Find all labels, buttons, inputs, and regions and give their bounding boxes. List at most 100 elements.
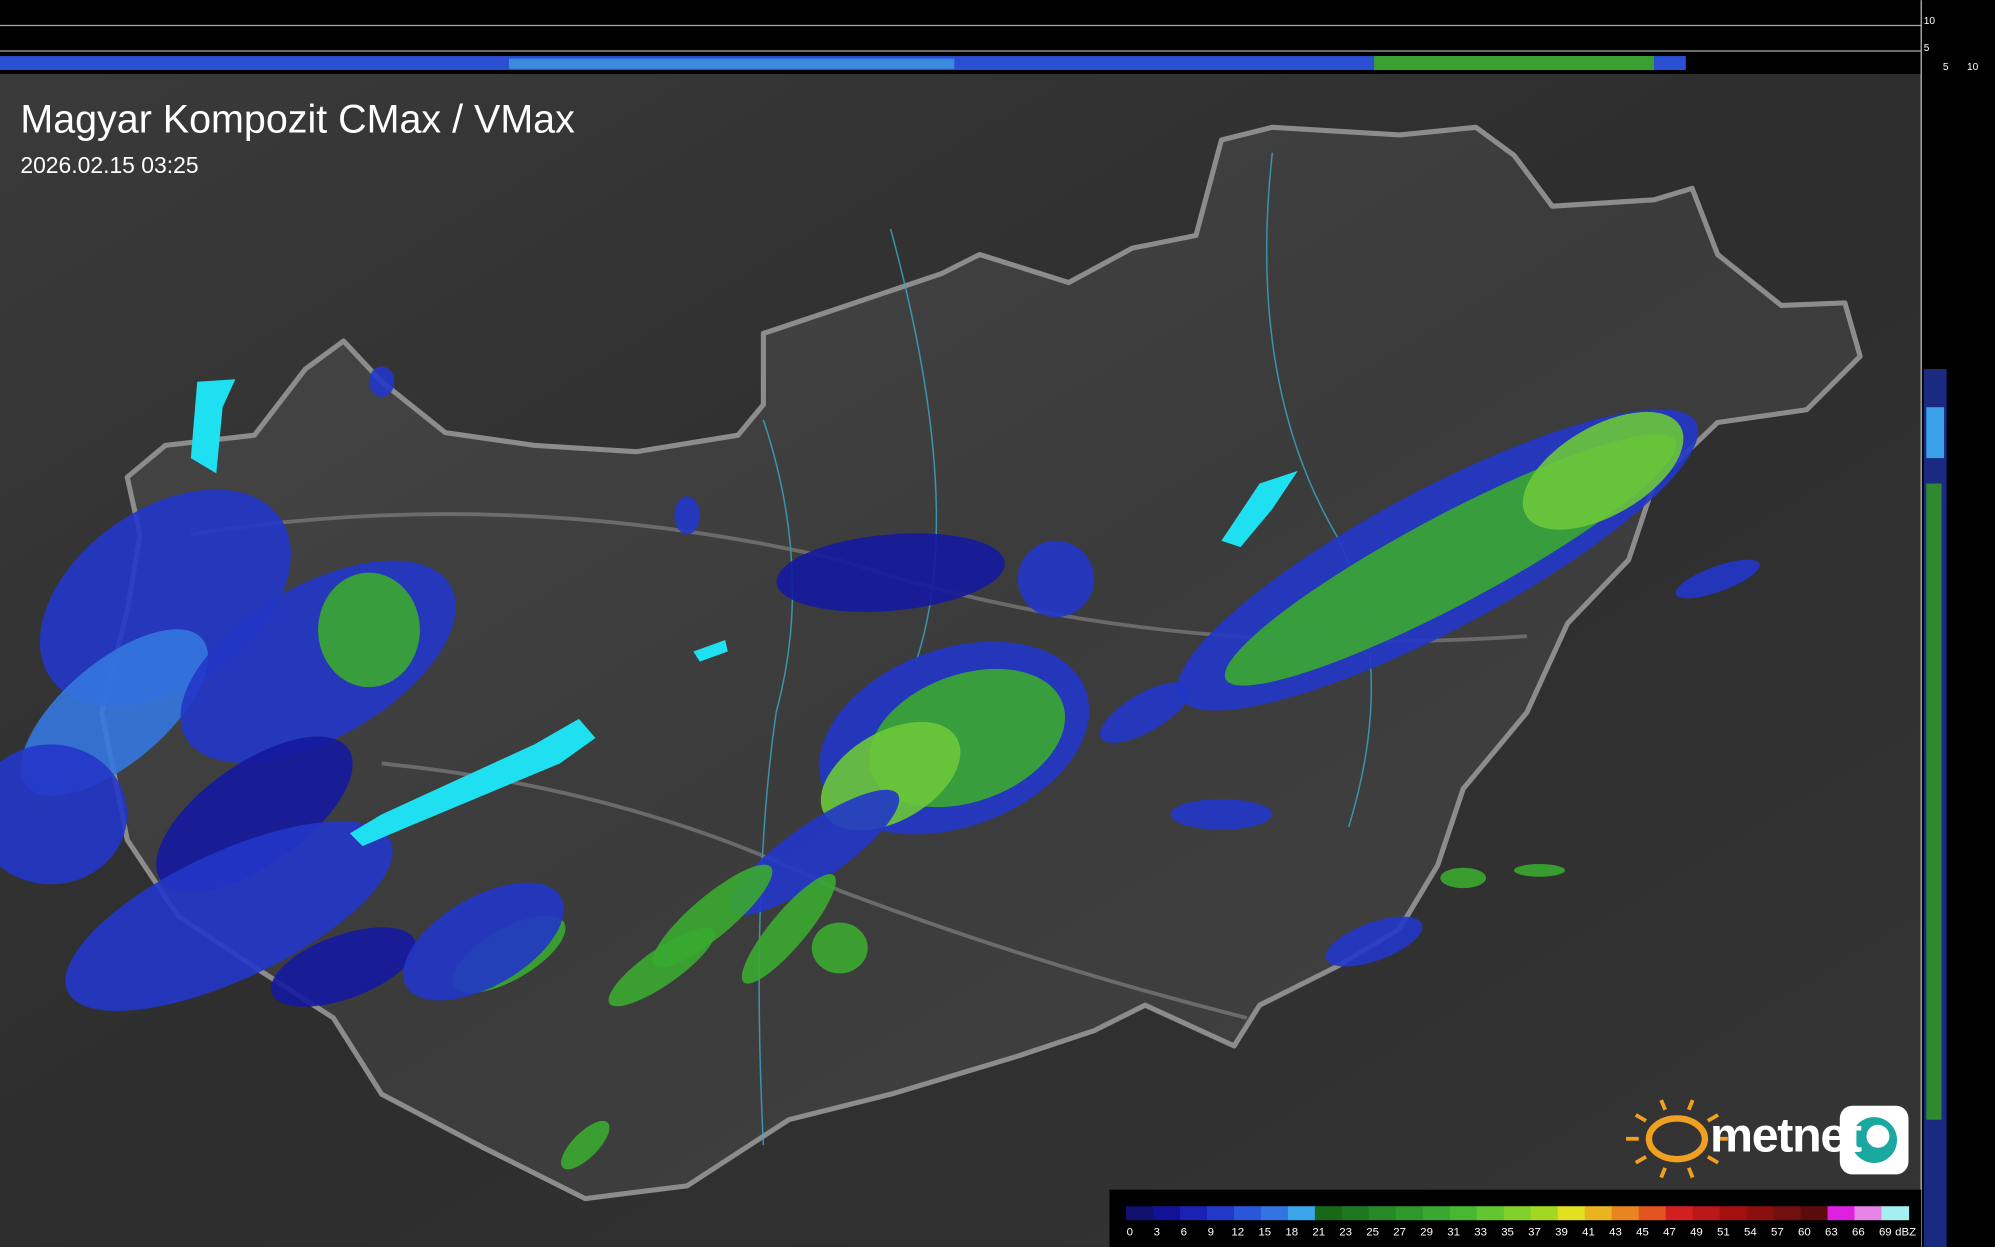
- legend-label: 47: [1663, 1226, 1676, 1238]
- logo-text: metnet: [1710, 1109, 1862, 1163]
- precipitation: [1675, 559, 1760, 599]
- legend-swatch: [1395, 1206, 1424, 1221]
- profile-strip: [1374, 56, 1655, 71]
- legend-label: 25: [1366, 1226, 1379, 1238]
- legend-swatch: [1557, 1206, 1586, 1221]
- logo-ray: [1686, 1167, 1695, 1179]
- legend-swatch: [1314, 1206, 1343, 1221]
- legend-label: 21: [1312, 1226, 1325, 1238]
- map-title: Magyar Kompozit CMax / VMax: [20, 97, 575, 141]
- route: [758, 419, 794, 1146]
- precipitation: [608, 927, 715, 1007]
- legend-label: 6: [1181, 1226, 1187, 1238]
- side-tick: 5: [1943, 62, 1949, 73]
- legend-label: 60: [1798, 1226, 1811, 1238]
- legend-swatch: [1476, 1206, 1505, 1221]
- logo-swirl: [1866, 1124, 1890, 1148]
- logo-sun: [1645, 1115, 1709, 1163]
- side-tick: 10: [1967, 62, 1979, 73]
- precipitation: [1522, 411, 1684, 530]
- legend-label: 15: [1258, 1226, 1271, 1238]
- legend-label: 12: [1231, 1226, 1244, 1238]
- lake: [1221, 470, 1298, 548]
- legend-label: 3: [1154, 1226, 1160, 1238]
- legend-swatch: [1233, 1206, 1262, 1221]
- precipitation: [1440, 867, 1487, 889]
- precipitation: [741, 874, 836, 984]
- route: [1265, 152, 1373, 828]
- legend-label: 31: [1447, 1226, 1460, 1238]
- legend-label: 37: [1528, 1226, 1541, 1238]
- precipitation: [1514, 863, 1565, 877]
- legend-swatch: [1422, 1206, 1451, 1221]
- precipitation: [674, 496, 700, 535]
- side-tick: 10: [1924, 16, 1936, 27]
- legend-label: 45: [1636, 1226, 1649, 1238]
- legend-label: 18: [1285, 1226, 1298, 1238]
- logo-ray: [1634, 1113, 1647, 1123]
- legend-swatch: [1827, 1206, 1856, 1221]
- legend-label: 0: [1127, 1226, 1133, 1238]
- logo-ray: [1634, 1155, 1647, 1165]
- route: [889, 228, 938, 662]
- legend-label: 29: [1420, 1226, 1433, 1238]
- precipitation: [65, 821, 393, 1011]
- legend-label: 49: [1690, 1226, 1703, 1238]
- legend-label: 43: [1609, 1226, 1622, 1238]
- legend-swatch: [1206, 1206, 1235, 1221]
- legend-label: 33: [1474, 1226, 1487, 1238]
- legend-label: 23: [1339, 1226, 1352, 1238]
- logo-ray: [1659, 1167, 1667, 1179]
- side-strip: [1926, 483, 1942, 1120]
- legend-swatch: [1503, 1206, 1532, 1221]
- legend-swatch: [1638, 1206, 1667, 1221]
- side-strip: [1926, 407, 1945, 459]
- map-layer: [0, 0, 1947, 1247]
- legend-swatch: [1800, 1206, 1829, 1221]
- legend-label: 35: [1501, 1226, 1514, 1238]
- legend-swatch: [1152, 1206, 1181, 1221]
- profile-strip: [508, 58, 955, 69]
- precipitation: [0, 744, 128, 885]
- lake: [190, 379, 236, 474]
- precipitation: [776, 533, 1005, 612]
- legend-label: 27: [1393, 1226, 1406, 1238]
- legend-swatch: [1611, 1206, 1640, 1221]
- legend-label: 57: [1771, 1226, 1784, 1238]
- legend-swatch: [1719, 1206, 1748, 1221]
- route: [381, 761, 1248, 1020]
- logo-ray: [1706, 1155, 1720, 1165]
- legend-swatch: [1126, 1206, 1154, 1221]
- legend-label: 69: [1879, 1226, 1892, 1238]
- precipitation: [811, 922, 868, 974]
- precipitation: [1017, 540, 1095, 618]
- legend-swatch: [1368, 1206, 1397, 1221]
- timestamp: 2026.02.15 03:25: [20, 152, 198, 178]
- legend: 0 3 6 9 12 15 18 21 23 25 27 29 31 33 35 37 39 41 43 45 47 49…: [1109, 1189, 1922, 1247]
- precipitation: [729, 789, 900, 916]
- logo-ray: [1686, 1099, 1695, 1111]
- legend-swatch: [1584, 1206, 1613, 1221]
- legend-swatch: [1746, 1206, 1775, 1221]
- legend-label: 63: [1825, 1226, 1838, 1238]
- precipitation: [1170, 799, 1273, 830]
- legend-swatch: [1773, 1206, 1802, 1221]
- precipitation: [318, 572, 420, 688]
- precipitation: [156, 736, 353, 893]
- legend-label: 66: [1852, 1226, 1865, 1238]
- logo-ray: [1706, 1113, 1720, 1123]
- legend-label: 51: [1717, 1226, 1730, 1238]
- legend-swatch: [1530, 1206, 1559, 1221]
- legend-swatch: [1449, 1206, 1478, 1221]
- lake: [349, 718, 596, 847]
- legend-label: 41: [1582, 1226, 1595, 1238]
- side-tick: 5: [1924, 43, 1930, 54]
- lake: [693, 640, 728, 662]
- legend-unit: dBZ: [1895, 1226, 1916, 1238]
- legend-swatch: [1179, 1206, 1208, 1221]
- precipitation: [1099, 682, 1191, 743]
- legend-label: 39: [1555, 1226, 1568, 1238]
